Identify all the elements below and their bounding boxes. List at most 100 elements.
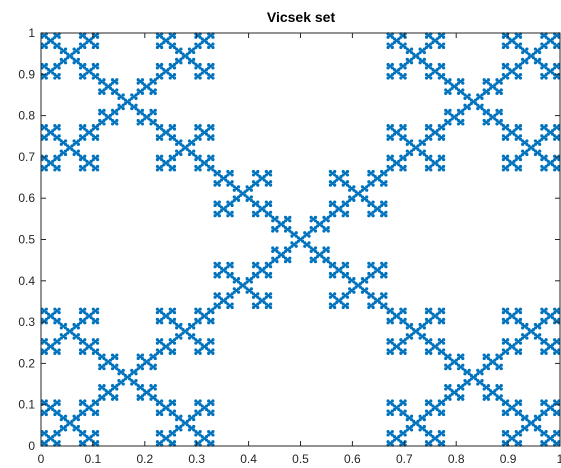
data-point bbox=[544, 76, 548, 80]
data-point bbox=[501, 127, 505, 131]
data-point bbox=[518, 62, 523, 67]
data-point bbox=[427, 319, 431, 323]
data-point bbox=[76, 142, 80, 146]
data-point bbox=[168, 402, 172, 406]
data-point bbox=[254, 181, 258, 186]
data-point bbox=[516, 125, 520, 129]
data-point bbox=[162, 346, 166, 350]
data-point bbox=[194, 66, 198, 70]
data-point bbox=[553, 76, 557, 80]
data-point bbox=[467, 107, 471, 111]
data-point bbox=[512, 316, 516, 320]
data-point bbox=[211, 402, 215, 406]
data-point bbox=[503, 309, 508, 313]
data-point bbox=[341, 292, 345, 296]
data-point bbox=[168, 62, 172, 67]
data-point bbox=[168, 412, 172, 417]
data-point bbox=[162, 40, 166, 44]
data-point bbox=[339, 175, 343, 179]
data-point bbox=[478, 380, 482, 384]
data-point bbox=[444, 88, 448, 92]
data-point bbox=[42, 411, 46, 415]
data-point bbox=[388, 339, 392, 344]
data-point bbox=[204, 346, 209, 350]
data-point bbox=[403, 164, 407, 169]
data-point bbox=[168, 307, 172, 311]
x-axis: 0 0.1 0.2 0.3 0.4 0.5 0.6 0.7 0.8 0.9 1 bbox=[38, 33, 561, 466]
data-point bbox=[330, 273, 335, 277]
data-point bbox=[405, 139, 409, 143]
data-point bbox=[53, 321, 57, 325]
data-point bbox=[544, 127, 548, 131]
data-point bbox=[294, 231, 298, 235]
data-point bbox=[397, 132, 401, 136]
data-point bbox=[345, 173, 350, 177]
data-point bbox=[405, 418, 409, 422]
data-point bbox=[352, 290, 356, 294]
data-point bbox=[390, 158, 394, 162]
data-point bbox=[42, 339, 46, 344]
data-point bbox=[81, 309, 85, 313]
data-point bbox=[555, 135, 559, 140]
data-point bbox=[96, 433, 100, 437]
data-point bbox=[491, 390, 495, 395]
data-point bbox=[444, 367, 448, 371]
data-point bbox=[525, 50, 529, 55]
data-point bbox=[166, 159, 170, 163]
data-point bbox=[416, 144, 420, 148]
data-point bbox=[392, 159, 397, 163]
data-point bbox=[192, 414, 196, 418]
data-point bbox=[160, 42, 164, 46]
data-point bbox=[501, 124, 505, 128]
data-point bbox=[352, 287, 356, 291]
data-point bbox=[226, 302, 230, 306]
data-point bbox=[83, 310, 87, 315]
data-point bbox=[228, 171, 232, 175]
data-point bbox=[531, 144, 535, 148]
data-point bbox=[533, 61, 538, 65]
data-point bbox=[200, 71, 204, 75]
data-point bbox=[508, 71, 512, 75]
data-point bbox=[414, 329, 418, 333]
data-point bbox=[399, 429, 403, 434]
data-point bbox=[211, 45, 215, 50]
data-point bbox=[525, 47, 529, 51]
data-point bbox=[514, 62, 518, 67]
data-point bbox=[397, 159, 401, 163]
data-point bbox=[371, 210, 375, 214]
data-point bbox=[209, 156, 213, 160]
data-point bbox=[196, 156, 200, 160]
data-point bbox=[339, 270, 343, 274]
data-point bbox=[140, 363, 145, 367]
data-point bbox=[76, 50, 80, 55]
data-point bbox=[454, 361, 459, 366]
data-point bbox=[198, 66, 202, 70]
data-point bbox=[76, 428, 80, 432]
data-point bbox=[264, 169, 268, 174]
data-point bbox=[226, 295, 230, 299]
data-point bbox=[459, 79, 463, 84]
data-point bbox=[555, 401, 559, 405]
data-point bbox=[89, 316, 93, 320]
data-point bbox=[442, 338, 446, 342]
data-point bbox=[424, 321, 429, 325]
data-point bbox=[399, 317, 403, 321]
data-point bbox=[301, 236, 305, 240]
data-point bbox=[373, 209, 377, 213]
data-point bbox=[418, 61, 422, 65]
data-point bbox=[497, 79, 501, 84]
data-point bbox=[354, 282, 358, 286]
data-point bbox=[76, 152, 80, 157]
data-point bbox=[499, 81, 503, 85]
data-point bbox=[495, 122, 499, 126]
data-point bbox=[512, 71, 516, 75]
data-point bbox=[463, 382, 467, 386]
data-point bbox=[140, 88, 145, 92]
data-point bbox=[456, 112, 461, 116]
data-point bbox=[51, 132, 55, 136]
data-point bbox=[501, 402, 505, 406]
data-point bbox=[499, 387, 503, 391]
data-point bbox=[540, 399, 544, 403]
data-point bbox=[461, 118, 465, 123]
data-point bbox=[424, 127, 429, 131]
